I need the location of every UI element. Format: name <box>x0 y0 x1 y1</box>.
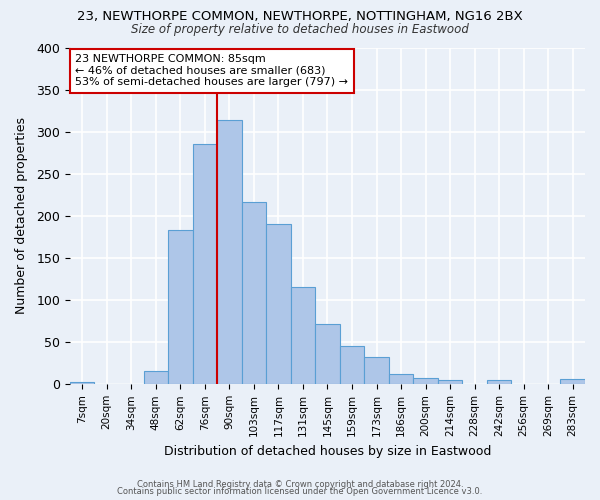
Bar <box>340 346 364 385</box>
Bar <box>242 202 266 384</box>
Bar <box>364 356 389 384</box>
Bar <box>143 371 168 384</box>
Y-axis label: Number of detached properties: Number of detached properties <box>15 118 28 314</box>
Text: Contains HM Land Registry data © Crown copyright and database right 2024.: Contains HM Land Registry data © Crown c… <box>137 480 463 489</box>
Bar <box>70 382 94 384</box>
Bar <box>487 380 511 384</box>
X-axis label: Distribution of detached houses by size in Eastwood: Distribution of detached houses by size … <box>164 444 491 458</box>
Text: 23 NEWTHORPE COMMON: 85sqm
← 46% of detached houses are smaller (683)
53% of sem: 23 NEWTHORPE COMMON: 85sqm ← 46% of deta… <box>75 54 348 88</box>
Text: Size of property relative to detached houses in Eastwood: Size of property relative to detached ho… <box>131 22 469 36</box>
Bar <box>168 230 193 384</box>
Bar <box>266 224 290 384</box>
Text: Contains public sector information licensed under the Open Government Licence v3: Contains public sector information licen… <box>118 487 482 496</box>
Bar <box>217 120 242 384</box>
Bar <box>290 286 315 384</box>
Bar <box>413 378 438 384</box>
Bar <box>193 144 217 384</box>
Bar <box>560 380 585 384</box>
Bar <box>315 324 340 384</box>
Bar <box>389 374 413 384</box>
Text: 23, NEWTHORPE COMMON, NEWTHORPE, NOTTINGHAM, NG16 2BX: 23, NEWTHORPE COMMON, NEWTHORPE, NOTTING… <box>77 10 523 23</box>
Bar <box>438 380 463 384</box>
